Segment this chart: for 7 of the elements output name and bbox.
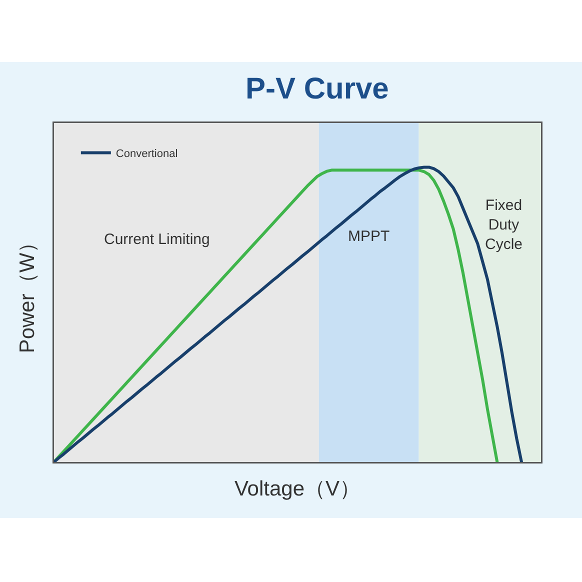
legend-label: Convertional — [116, 148, 178, 160]
y-axis-title: Power（W） — [16, 232, 39, 354]
chart-title: P-V Curve — [245, 72, 389, 106]
annotation: MPPT — [348, 228, 390, 245]
x-axis-title: Voltage（V） — [234, 477, 361, 500]
annotation: Fixed Duty Cycle — [485, 197, 523, 253]
annotation: Current Limiting — [104, 231, 210, 248]
